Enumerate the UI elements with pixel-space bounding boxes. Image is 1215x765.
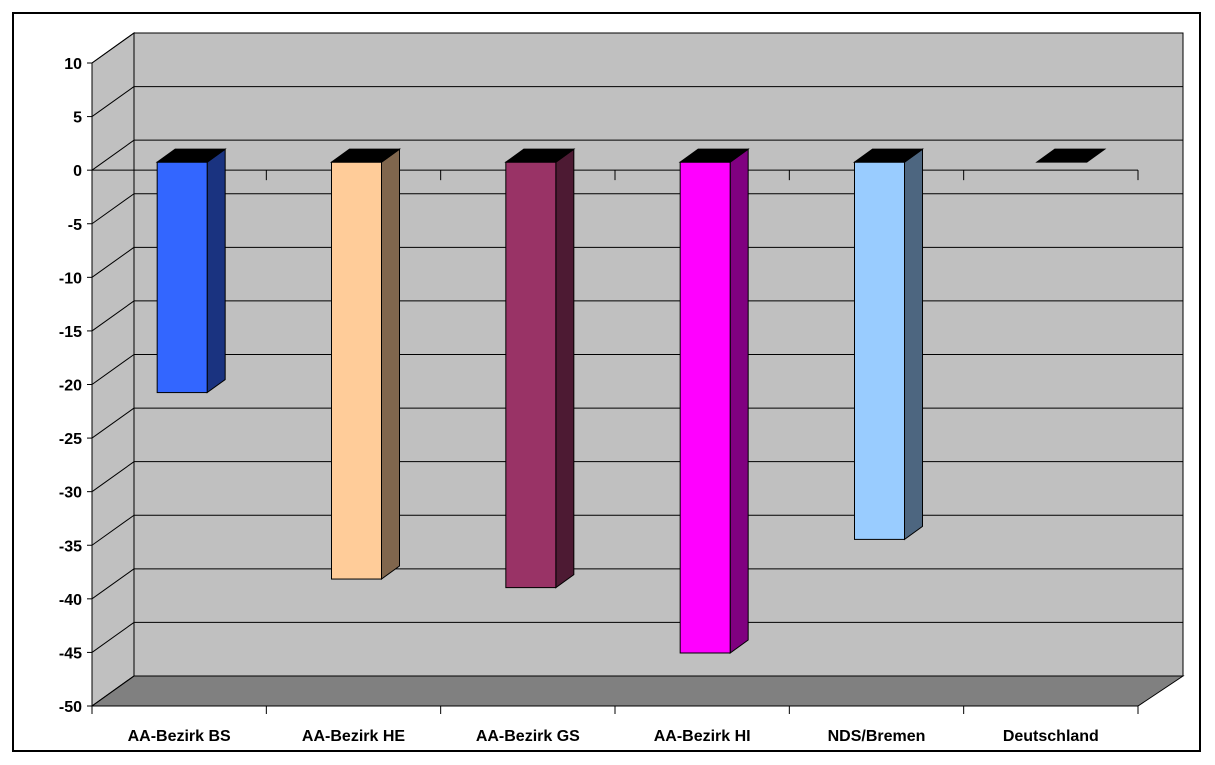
y-tick-label: -50 <box>59 699 82 716</box>
floor <box>90 675 1185 707</box>
x-tick-label: AA-Bezirk GS <box>476 728 580 745</box>
y-tick-label: -10 <box>59 270 82 287</box>
bar <box>679 161 731 654</box>
x-tick-label: AA-Bezirk HI <box>654 728 751 745</box>
bar <box>854 161 905 540</box>
bar-side <box>729 148 749 654</box>
gridline-side <box>91 86 135 117</box>
bar-side <box>555 148 575 589</box>
y-tick-label: 5 <box>73 110 82 127</box>
gridline-side <box>91 193 135 225</box>
y-tick-label: -20 <box>59 378 82 395</box>
x-tick-label: NDS/Bremen <box>828 728 926 745</box>
gridline-side <box>91 139 135 171</box>
bar-top <box>678 148 750 163</box>
y-tick-label: -45 <box>59 645 82 662</box>
bar-top <box>155 148 227 163</box>
bar-side <box>381 148 400 581</box>
gridline-side <box>91 514 135 546</box>
bar <box>331 161 382 580</box>
gridline-side <box>91 407 135 439</box>
bar-side <box>904 148 923 541</box>
y-tick-label: -5 <box>68 217 82 234</box>
gridline-side <box>91 32 135 64</box>
bar-side <box>206 148 226 394</box>
x-tick-label: Deutschland <box>1003 728 1099 745</box>
x-tick-label: AA-Bezirk HE <box>302 728 405 745</box>
bar <box>505 161 557 589</box>
y-tick-label: 0 <box>73 163 82 180</box>
bar <box>156 161 208 394</box>
y-tick-label: -40 <box>59 592 82 609</box>
gridline-side <box>91 354 135 385</box>
y-tick-label: -15 <box>59 324 82 341</box>
bar-top <box>329 148 402 163</box>
gridline-side <box>91 622 135 653</box>
y-tick-label: 10 <box>64 56 82 73</box>
x-tick-label: AA-Bezirk BS <box>128 728 231 745</box>
gridline-side <box>91 675 135 707</box>
bar-top <box>1035 148 1107 163</box>
gridline-side <box>91 461 135 493</box>
y-tick-label: -30 <box>59 485 82 502</box>
gridline-side <box>91 568 135 600</box>
gridline-side <box>91 300 135 332</box>
gridline-side <box>91 246 135 278</box>
y-tick-label: -25 <box>59 431 82 448</box>
bar-top <box>852 148 925 163</box>
y-tick-label: -35 <box>59 538 82 555</box>
bar-top <box>504 148 576 163</box>
